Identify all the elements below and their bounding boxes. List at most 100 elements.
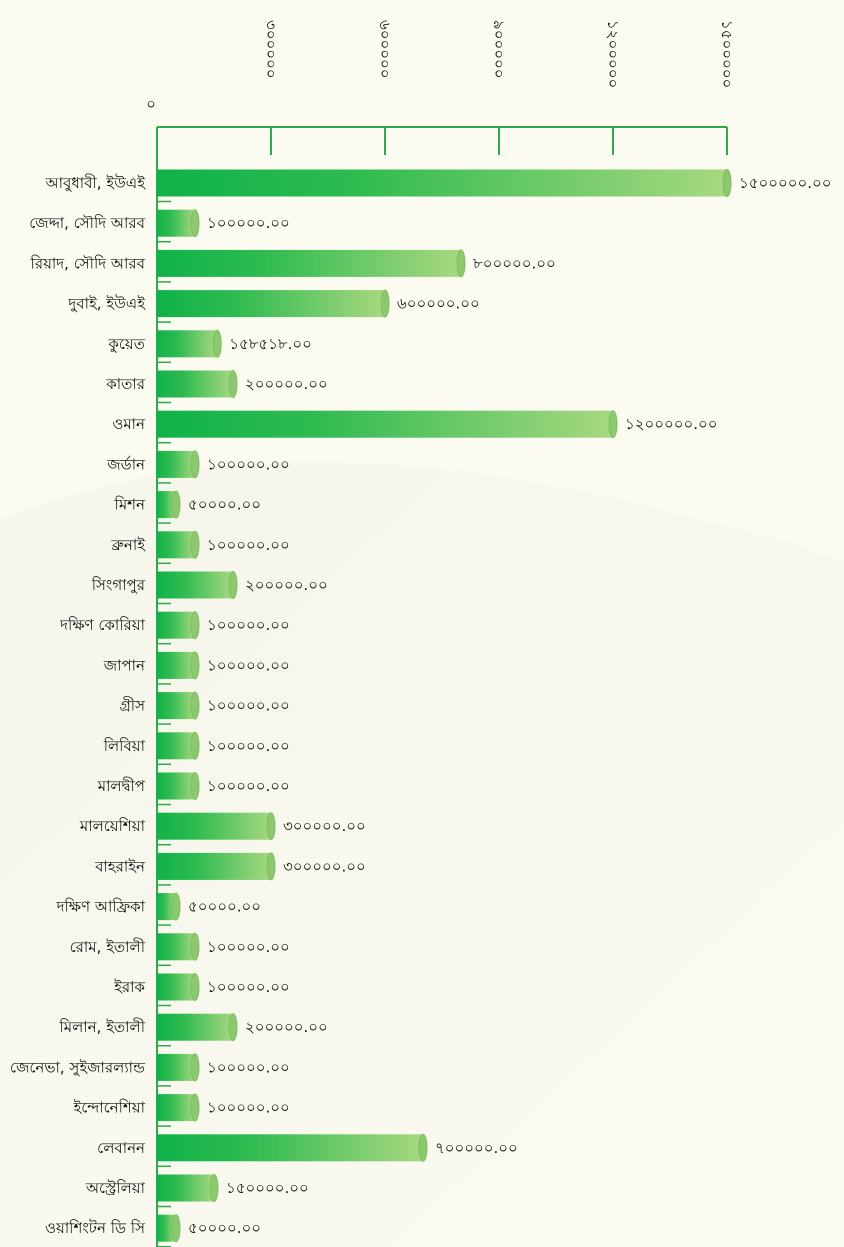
category-label: দক্ষিণ আফ্রিকা [56, 898, 146, 916]
bar-end-cap [266, 852, 276, 881]
category-label: দক্ষিণ কোরিয়া [59, 616, 145, 634]
value-label: ১০০০০০.০০ [207, 737, 290, 755]
bar [157, 491, 176, 519]
bar-end-cap [209, 1174, 219, 1202]
bar [157, 209, 195, 237]
value-label: ৬০০০০০.০০ [397, 295, 480, 313]
category-label: মালয়েশিয়া [79, 817, 146, 835]
category-label: জর্ডান [106, 455, 146, 473]
bar-end-cap [171, 490, 181, 519]
bar-end-cap [190, 691, 200, 720]
bar [157, 611, 195, 639]
value-label: ৩০০০০০.০০ [283, 857, 366, 875]
category-label: আবুধাবী, ইউএই [45, 174, 147, 192]
category-label: রিয়াদ, সৌদি আরব [30, 254, 146, 272]
category-label: ইন্দোনেশিয়া [72, 1099, 145, 1117]
value-label: ১০০০০০.০০ [207, 656, 290, 674]
category-label: লেবানন [97, 1139, 146, 1157]
value-label: ১০০০০০.০০ [207, 938, 290, 956]
value-label: ২০০০০০.০০ [245, 375, 328, 393]
category-label: রোম, ইতালী [70, 938, 146, 956]
value-label: ১০০০০০.০০ [207, 1099, 290, 1117]
category-label: দুবাই, ইউএই [67, 295, 146, 313]
bar-end-cap [380, 289, 390, 318]
bar-end-cap [190, 1053, 200, 1082]
category-label: ওয়াশিংটন ডি সি [45, 1219, 146, 1237]
category-label: গ্রীস [120, 697, 147, 715]
value-label: ১২০০০০০.০০ [625, 415, 718, 433]
bar-end-cap [190, 1093, 200, 1122]
bar-end-cap [228, 571, 238, 599]
bar [157, 1053, 195, 1081]
bar [157, 169, 727, 197]
bar-end-cap [190, 450, 200, 479]
value-label: ৮০০০০০.০০ [473, 254, 556, 272]
value-label: ২০০০০০.০০ [245, 576, 328, 594]
bar-end-cap [190, 731, 200, 760]
value-label: ৫০০০০.০০ [188, 1219, 261, 1237]
bar-end-cap [456, 249, 466, 278]
value-label: ১০০০০০.০০ [207, 616, 290, 634]
value-label: ১০০০০০.০০ [207, 536, 290, 554]
category-label: কুয়েত [107, 335, 145, 353]
category-label: বাহরাইন [94, 857, 146, 875]
category-label: ওমান [112, 415, 146, 433]
bar [157, 1094, 195, 1122]
bar [157, 410, 613, 438]
bar-end-cap [228, 370, 238, 398]
bar-end-cap [190, 611, 200, 640]
bar [157, 290, 385, 318]
value-label: ২০০০০০.০০ [245, 1018, 328, 1036]
value-label: ১০০০০০.০০ [207, 777, 290, 795]
bar-end-cap [190, 209, 200, 238]
background-wave [0, 462, 844, 1247]
bar-end-cap [608, 410, 618, 439]
value-label: ৫০০০০.০০ [188, 898, 261, 916]
bar-end-cap [190, 932, 200, 961]
bar-end-cap [190, 772, 200, 800]
bar [157, 531, 195, 559]
value-label: ১০০০০০.০০ [207, 214, 290, 232]
value-label: ১০০০০০.০০ [207, 1058, 290, 1076]
category-label: ইরাক [113, 978, 145, 996]
bar-end-cap [722, 169, 732, 197]
x-tick-label: ৯০০০০০ [490, 20, 508, 79]
value-label: ১৫০০০০০.০০ [739, 174, 832, 192]
category-label: জেনেভা, সুইজারল্যান্ড [10, 1058, 146, 1076]
bar [157, 1013, 233, 1041]
bar-end-cap [212, 329, 222, 358]
bar-end-cap [190, 530, 200, 559]
bar [157, 772, 195, 800]
value-label: ১৫০০০০.০০ [226, 1179, 309, 1197]
bar [157, 852, 271, 880]
category-label: লিবিয়া [103, 737, 146, 755]
bar [157, 1174, 214, 1202]
x-tick-label: ৬০০০০০ [376, 20, 394, 79]
bar [157, 1214, 176, 1242]
bar [157, 330, 218, 358]
bar-end-cap [190, 973, 200, 1001]
category-label: ব্রুনাই [110, 536, 146, 554]
value-label: ১০০০০০.০০ [207, 697, 290, 715]
bar [157, 1134, 423, 1162]
x-tick-label: ১২০০০০০ [604, 20, 622, 88]
bar [157, 692, 195, 720]
category-label: কাতার [105, 375, 145, 393]
bar [157, 933, 195, 961]
bar [157, 450, 195, 478]
category-label: জাপান [103, 656, 146, 674]
bar [157, 370, 233, 398]
value-label: ১৫৮৫১৮.০০ [229, 335, 312, 353]
bar [157, 893, 176, 921]
category-label: অস্ট্রেলিয়া [85, 1179, 146, 1197]
bar-end-cap [266, 812, 276, 841]
x-tick-label: ০ [146, 95, 156, 113]
value-label: ৩০০০০০.০০ [283, 817, 366, 835]
x-tick-label: ১৫০০০০০ [718, 20, 736, 88]
x-tick-label: ৩০০০০০ [262, 20, 280, 79]
category-label: মিলান, ইতালী [58, 1018, 145, 1036]
value-label: ৭০০০০০.০০ [435, 1139, 518, 1157]
category-label: মিশন [114, 496, 146, 514]
bar-end-cap [418, 1133, 428, 1162]
